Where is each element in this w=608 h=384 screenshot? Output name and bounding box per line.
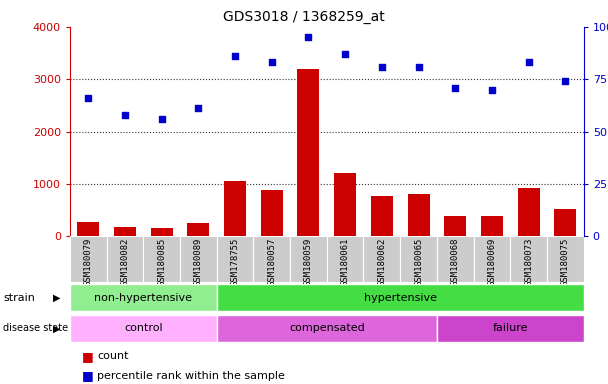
Text: GSM180059: GSM180059 — [304, 238, 313, 286]
Bar — [224, 181, 246, 236]
Point — [523, 60, 533, 66]
Bar — [151, 228, 173, 236]
Bar — [371, 196, 393, 236]
Point — [120, 112, 130, 118]
Text: GSM180075: GSM180075 — [561, 238, 570, 286]
Bar — [444, 216, 466, 236]
Bar — [364, 236, 400, 282]
Bar — [70, 236, 106, 282]
Bar — [216, 284, 584, 311]
Point — [561, 78, 570, 84]
Bar — [437, 236, 474, 282]
Point — [230, 53, 240, 59]
Point — [451, 84, 460, 91]
Bar — [261, 190, 283, 236]
Bar — [474, 236, 510, 282]
Text: count: count — [97, 351, 129, 361]
Text: disease state: disease state — [3, 323, 68, 333]
Text: GSM180089: GSM180089 — [194, 238, 203, 286]
Point — [157, 116, 167, 122]
Text: GSM180057: GSM180057 — [268, 238, 276, 286]
Text: compensated: compensated — [289, 323, 365, 333]
Bar — [327, 236, 364, 282]
Text: GDS3018 / 1368259_at: GDS3018 / 1368259_at — [223, 10, 385, 23]
Point — [303, 34, 313, 40]
Bar — [437, 315, 584, 342]
Bar — [77, 222, 99, 236]
Text: ▶: ▶ — [53, 293, 60, 303]
Text: ■: ■ — [82, 369, 94, 382]
Point — [83, 95, 93, 101]
Text: GSM180073: GSM180073 — [524, 238, 533, 286]
Bar — [143, 236, 180, 282]
Bar — [510, 236, 547, 282]
Bar — [187, 223, 209, 236]
Bar — [334, 173, 356, 236]
Text: GSM180062: GSM180062 — [378, 238, 386, 286]
Bar — [70, 315, 216, 342]
Bar — [106, 236, 143, 282]
Bar — [554, 209, 576, 236]
Point — [340, 51, 350, 57]
Bar — [216, 236, 254, 282]
Bar — [547, 236, 584, 282]
Text: control: control — [124, 323, 162, 333]
Text: failure: failure — [492, 323, 528, 333]
Text: GSM180068: GSM180068 — [451, 238, 460, 286]
Point — [487, 87, 497, 93]
Text: ■: ■ — [82, 350, 94, 363]
Text: strain: strain — [3, 293, 35, 303]
Bar — [290, 236, 327, 282]
Bar — [70, 284, 216, 311]
Text: non-hypertensive: non-hypertensive — [94, 293, 192, 303]
Bar — [114, 227, 136, 236]
Text: GSM180061: GSM180061 — [340, 238, 350, 286]
Text: GSM180079: GSM180079 — [84, 238, 93, 286]
Text: GSM180082: GSM180082 — [120, 238, 130, 286]
Bar — [517, 188, 540, 236]
Text: GSM180085: GSM180085 — [157, 238, 166, 286]
Point — [377, 64, 387, 70]
Point — [413, 64, 423, 70]
Text: GSM180069: GSM180069 — [488, 238, 497, 286]
Bar — [400, 236, 437, 282]
Bar — [297, 69, 319, 236]
Point — [267, 60, 277, 66]
Text: GSM178755: GSM178755 — [230, 238, 240, 286]
Bar — [254, 236, 290, 282]
Bar — [481, 216, 503, 236]
Bar — [180, 236, 216, 282]
Bar — [407, 194, 429, 236]
Text: ▶: ▶ — [53, 323, 60, 333]
Text: hypertensive: hypertensive — [364, 293, 437, 303]
Bar — [216, 315, 437, 342]
Point — [193, 106, 203, 112]
Text: GSM180065: GSM180065 — [414, 238, 423, 286]
Text: percentile rank within the sample: percentile rank within the sample — [97, 371, 285, 381]
